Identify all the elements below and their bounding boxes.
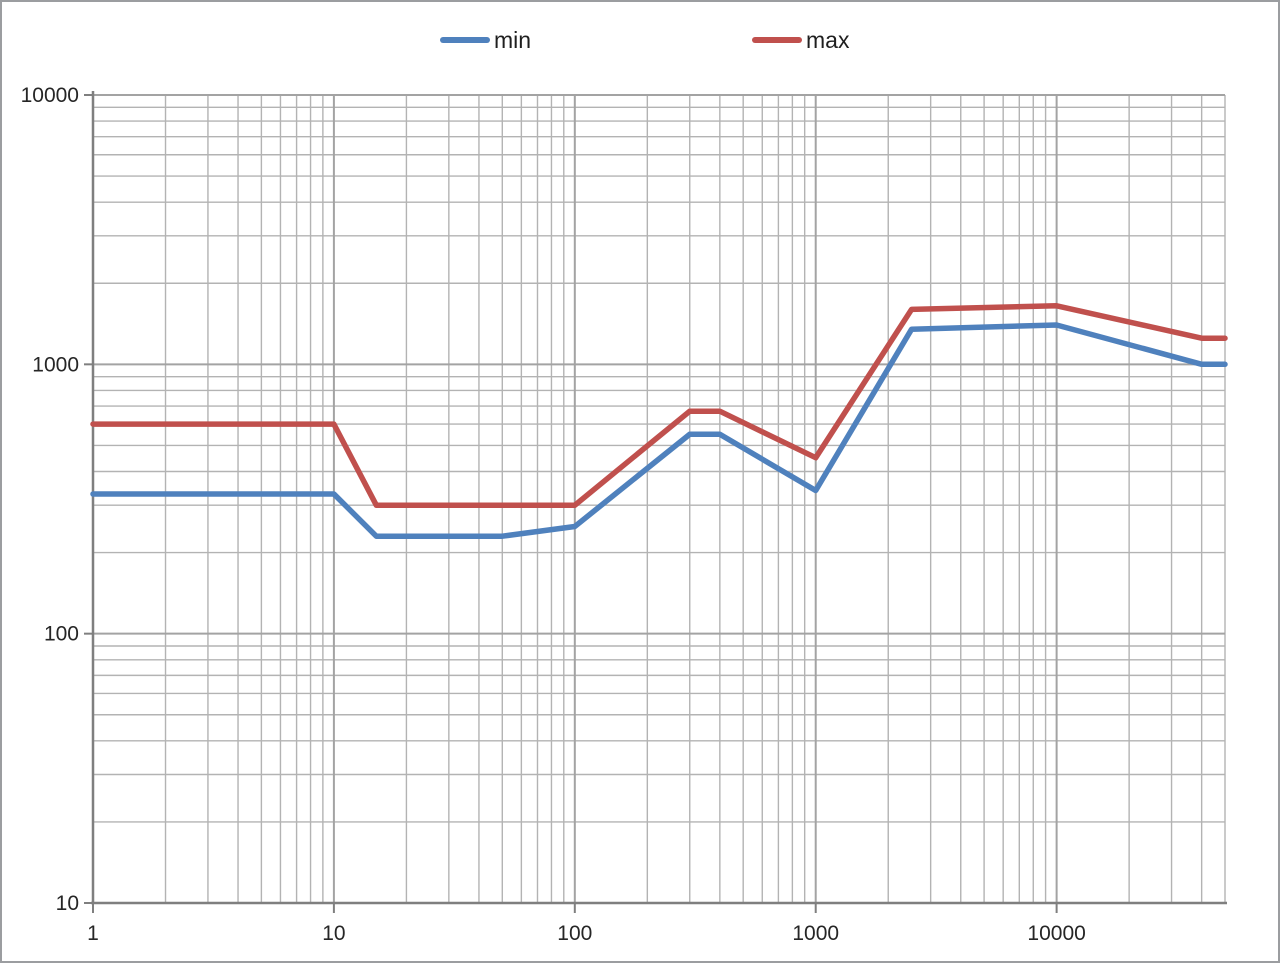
- y-tick-label: 1000: [32, 353, 79, 376]
- x-tick-label: 100: [557, 922, 592, 945]
- min-series-swatch-icon: [440, 37, 490, 43]
- x-tick-label: 1000: [792, 922, 839, 945]
- max-series-swatch-icon: [752, 37, 802, 43]
- y-tick-label: 10: [56, 892, 79, 915]
- x-tick-label: 1: [87, 922, 99, 945]
- legend-label-min: min: [494, 27, 532, 53]
- y-tick-label: 100: [44, 623, 79, 646]
- y-tick-label: 10000: [21, 84, 79, 107]
- max-series-line: [90, 303, 1228, 508]
- x-tick-label: 10000: [1027, 922, 1085, 945]
- legend-item-min: min: [440, 24, 531, 56]
- x-tick-label: 10: [322, 922, 345, 945]
- legend: min max: [2, 24, 1278, 56]
- legend-item-max: max: [752, 24, 849, 56]
- min-series-line: [90, 322, 1228, 539]
- legend-label-max: max: [806, 27, 850, 53]
